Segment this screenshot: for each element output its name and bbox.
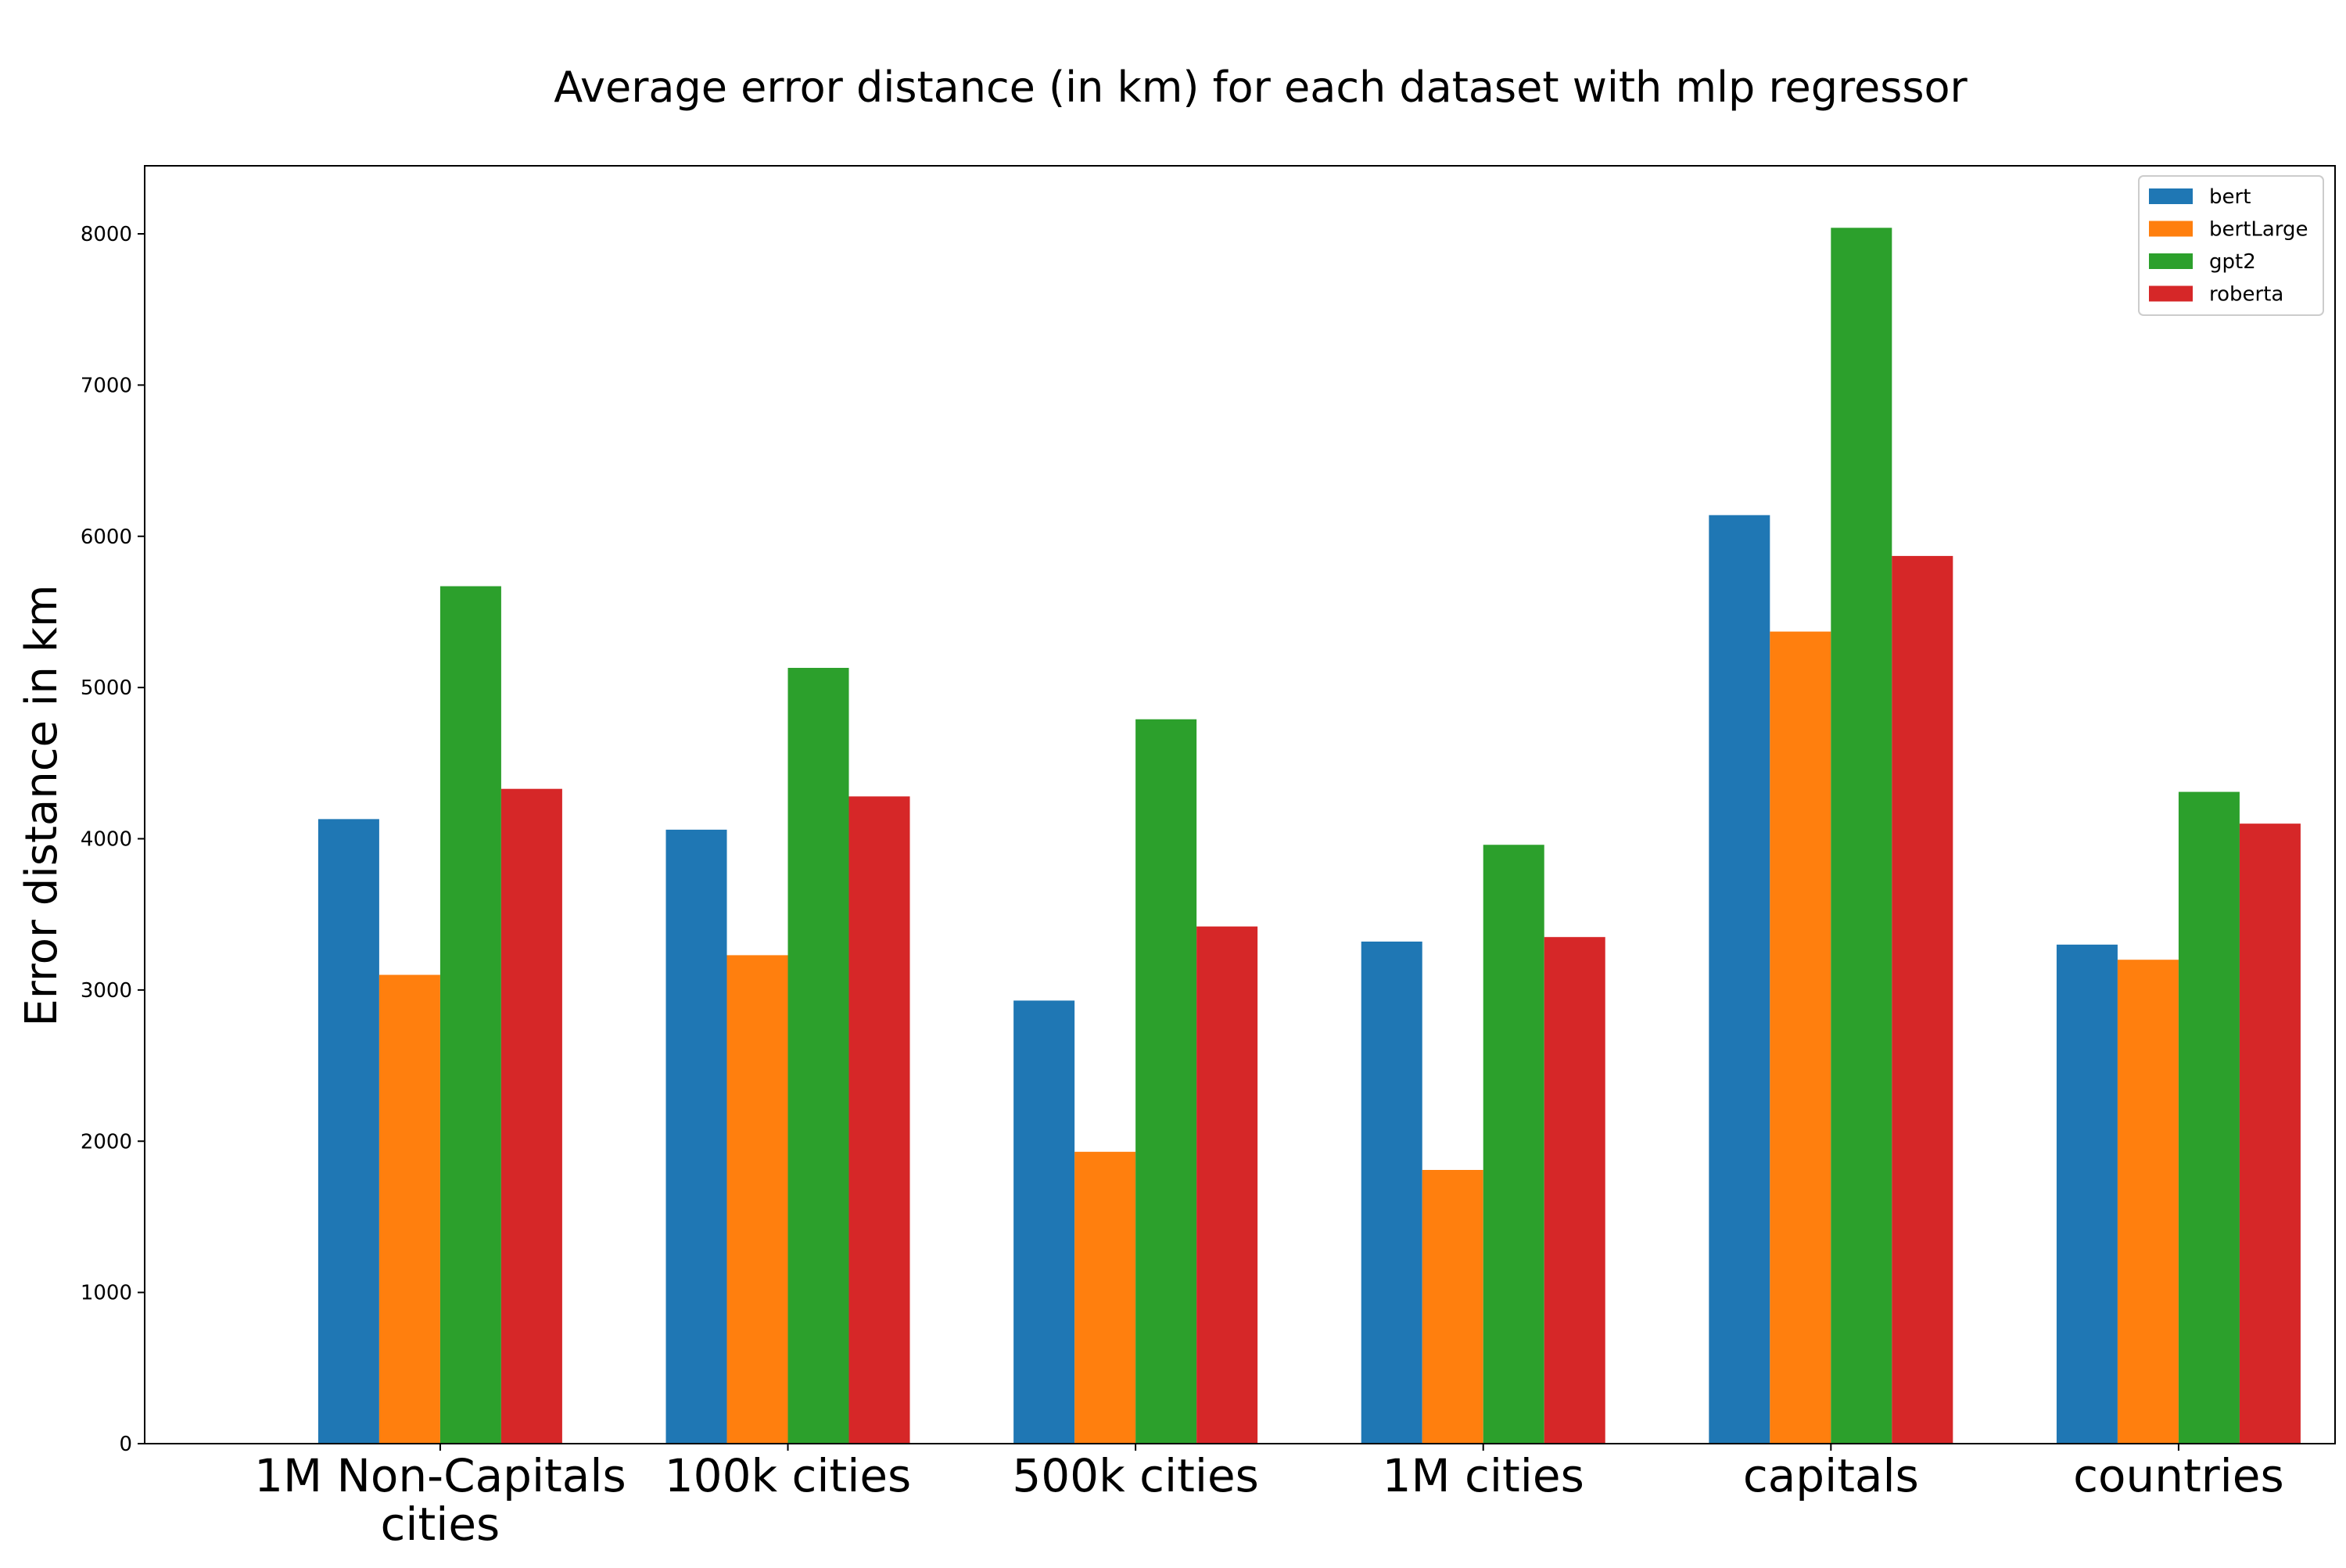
bar-bert-1 [665,829,727,1444]
bars-layer [317,228,2301,1444]
bar-roberta-4 [1892,555,1953,1444]
x-tick-label: 1M cities [1383,1449,1584,1502]
bar-bertLarge-0 [378,974,440,1444]
x-tick-label-line: 1M cities [1383,1449,1584,1502]
bar-bert-2 [1013,1000,1075,1444]
x-tick-label-line: 100k cities [665,1449,912,1502]
bar-bert-0 [317,819,379,1444]
y-axis-label: Error distance in km [16,584,67,1026]
bar-bert-5 [2056,944,2118,1444]
x-tick-label: 1M Non-Capitals cities [254,1449,626,1551]
y-tick-label: 5000 [81,676,132,700]
bar-roberta-5 [2239,823,2301,1444]
x-tick-label: 100k cities [665,1449,912,1502]
bar-roberta-1 [848,796,910,1444]
bar-roberta-2 [1196,926,1258,1444]
y-tick-label: 4000 [81,828,132,852]
bar-bert-4 [1709,515,1770,1444]
bar-roberta-0 [500,788,562,1444]
legend-label-gpt2: gpt2 [2209,250,2256,274]
legend-swatch-roberta [2149,285,2193,302]
x-tick-label-line: 500k cities [1012,1449,1259,1502]
bar-gpt2-1 [787,667,849,1444]
legend: bert bertLarge gpt2 roberta [2138,175,2324,316]
x-axis-ticks: 1M Non-Capitals cities 100k cities 500k cit… [254,1444,2284,1551]
legend-label-bert: bert [2209,185,2251,209]
x-tick-label: countries [2073,1449,2284,1502]
bar-gpt2-2 [1135,719,1197,1444]
bar-bertLarge-3 [1422,1169,1483,1444]
legend-box [2138,175,2324,316]
bar-bertLarge-2 [1074,1151,1136,1444]
y-tick-label: 3000 [81,979,132,1003]
legend-swatch-bertLarge [2149,221,2193,237]
y-tick-label: 0 [119,1433,132,1456]
x-tick-label: capitals [1743,1449,1919,1502]
plot-frame [144,165,2336,1444]
bar-gpt2-4 [1831,228,1892,1444]
bar-roberta-3 [1544,937,1605,1444]
y-axis-ticks: 0 1000 2000 3000 4000 5000 6000 7000 8000 [81,223,145,1456]
chart-title: Average error distance (in km) for each … [554,63,1968,112]
legend-swatch-gpt2 [2149,253,2193,269]
y-tick-label: 8000 [81,223,132,246]
x-tick-label-line: cities [381,1498,500,1551]
x-tick-label-line: 1M Non-Capitals [254,1449,626,1502]
bar-gpt2-5 [2178,791,2240,1444]
y-tick-label: 7000 [81,374,132,397]
legend-swatch-bert [2149,188,2193,204]
x-tick-label-line: capitals [1743,1449,1919,1502]
bar-bertLarge-1 [726,955,788,1444]
x-tick-label-line: countries [2073,1449,2284,1502]
y-tick-label: 6000 [81,526,132,549]
bar-gpt2-0 [439,586,501,1444]
y-tick-label: 2000 [81,1130,132,1154]
bar-gpt2-3 [1483,845,1544,1444]
x-tick-label: 500k cities [1012,1449,1259,1502]
bar-bertLarge-5 [2117,960,2179,1444]
y-tick-label: 1000 [81,1282,132,1305]
bar-bert-3 [1361,942,1422,1444]
bar-bertLarge-4 [1770,631,1831,1444]
legend-label-roberta: roberta [2209,283,2283,307]
legend-label-bertLarge: bertLarge [2209,218,2308,242]
